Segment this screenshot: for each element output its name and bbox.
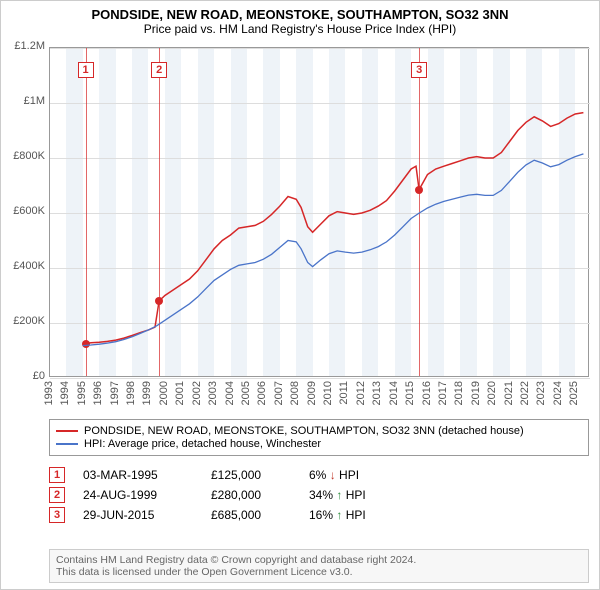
plot-area: 123: [49, 47, 589, 377]
y-tick-label: £1M: [5, 95, 45, 107]
event-price: £280,000: [211, 488, 291, 502]
x-tick-label: 2019: [470, 381, 482, 405]
x-tick-label: 1997: [109, 381, 121, 405]
x-tick-label: 2018: [453, 381, 465, 405]
event-pct: 34% ↑ HPI: [309, 488, 419, 502]
legend-label: HPI: Average price, detached house, Winc…: [84, 438, 321, 450]
x-tick-label: 1993: [43, 381, 55, 405]
events-table: 1 03-MAR-1995 £125,000 6% ↓ HPI 2 24-AUG-1999…: [49, 463, 419, 527]
x-tick-label: 2005: [240, 381, 252, 405]
chart-title: PONDSIDE, NEW ROAD, MEONSTOKE, SOUTHAMPT…: [1, 1, 599, 22]
x-tick-label: 2011: [338, 381, 350, 405]
x-tick-label: 2010: [322, 381, 334, 405]
x-tick-label: 2000: [158, 381, 170, 405]
footer-line-2: This data is licensed under the Open Gov…: [56, 566, 582, 578]
chart-subtitle: Price paid vs. HM Land Registry's House …: [1, 22, 599, 40]
x-tick-label: 2023: [535, 381, 547, 405]
y-tick-label: £600K: [5, 205, 45, 217]
legend-row: PONDSIDE, NEW ROAD, MEONSTOKE, SOUTHAMPT…: [56, 425, 582, 437]
event-price: £125,000: [211, 468, 291, 482]
chart-container: PONDSIDE, NEW ROAD, MEONSTOKE, SOUTHAMPT…: [0, 0, 600, 590]
legend: PONDSIDE, NEW ROAD, MEONSTOKE, SOUTHAMPT…: [49, 419, 589, 456]
x-tick-label: 2008: [289, 381, 301, 405]
x-tick-label: 1998: [125, 381, 137, 405]
y-tick-label: £400K: [5, 260, 45, 272]
y-tick-label: £200K: [5, 315, 45, 327]
series-line: [86, 113, 584, 344]
x-tick-label: 1994: [59, 381, 71, 405]
x-tick-label: 2003: [207, 381, 219, 405]
event-date: 24-AUG-1999: [83, 488, 193, 502]
x-tick-label: 2025: [568, 381, 580, 405]
x-tick-label: 2014: [388, 381, 400, 405]
x-tick-label: 2024: [552, 381, 564, 405]
series-svg: [50, 48, 590, 378]
footer-line-1: Contains HM Land Registry data © Crown c…: [56, 554, 582, 566]
event-row: 2 24-AUG-1999 £280,000 34% ↑ HPI: [49, 487, 419, 503]
event-number-box: 3: [49, 507, 65, 523]
event-price: £685,000: [211, 508, 291, 522]
legend-row: HPI: Average price, detached house, Winc…: [56, 438, 582, 450]
x-tick-label: 1999: [141, 381, 153, 405]
x-tick-label: 2021: [503, 381, 515, 405]
x-tick-label: 2017: [437, 381, 449, 405]
y-tick-label: £0: [5, 370, 45, 382]
event-row: 1 03-MAR-1995 £125,000 6% ↓ HPI: [49, 467, 419, 483]
gridline: [50, 378, 590, 379]
event-date: 29-JUN-2015: [83, 508, 193, 522]
x-tick-label: 2013: [371, 381, 383, 405]
y-tick-label: £800K: [5, 150, 45, 162]
event-row: 3 29-JUN-2015 £685,000 16% ↑ HPI: [49, 507, 419, 523]
x-tick-label: 2002: [191, 381, 203, 405]
series-line: [83, 154, 584, 346]
x-tick-label: 2016: [421, 381, 433, 405]
legend-swatch: [56, 430, 78, 432]
x-tick-label: 1995: [76, 381, 88, 405]
event-pct: 16% ↑ HPI: [309, 508, 419, 522]
x-tick-label: 2007: [273, 381, 285, 405]
x-tick-label: 1996: [92, 381, 104, 405]
legend-swatch: [56, 443, 78, 445]
attribution-footer: Contains HM Land Registry data © Crown c…: [49, 549, 589, 583]
x-tick-label: 2020: [486, 381, 498, 405]
event-date: 03-MAR-1995: [83, 468, 193, 482]
event-number-box: 1: [49, 467, 65, 483]
x-tick-label: 2001: [174, 381, 186, 405]
event-pct: 6% ↓ HPI: [309, 468, 419, 482]
x-tick-label: 2015: [404, 381, 416, 405]
legend-label: PONDSIDE, NEW ROAD, MEONSTOKE, SOUTHAMPT…: [84, 425, 524, 437]
event-number-box: 2: [49, 487, 65, 503]
y-tick-label: £1.2M: [5, 40, 45, 52]
x-tick-label: 2006: [256, 381, 268, 405]
x-tick-label: 2004: [224, 381, 236, 405]
x-tick-label: 2009: [306, 381, 318, 405]
x-tick-label: 2012: [355, 381, 367, 405]
x-tick-label: 2022: [519, 381, 531, 405]
